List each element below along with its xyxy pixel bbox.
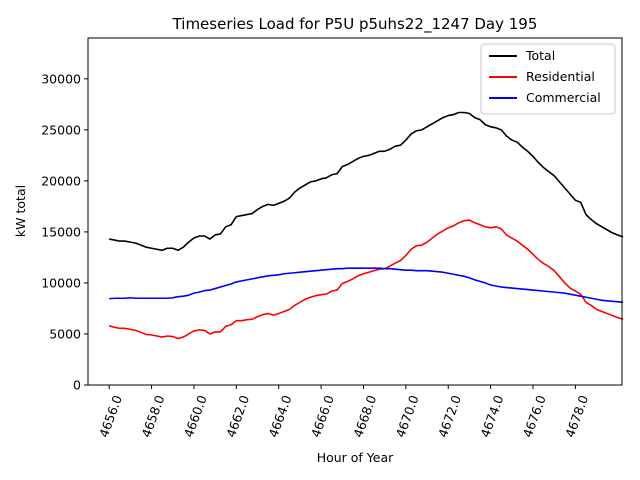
y-tick-label: 30000 [41,71,81,86]
y-tick-label: 15000 [41,224,81,239]
x-tick-label: 4656.0 [96,393,125,439]
x-tick-label: 4664.0 [265,393,294,439]
x-tick-label: 4668.0 [350,393,379,439]
series-line-residential [108,219,624,340]
y-tick-label: 0 [73,378,81,393]
plot-frame [87,37,623,386]
y-tick-label: 10000 [41,275,81,290]
x-tick-label: 4662.0 [223,393,252,439]
x-tick-label: 4660.0 [181,393,210,439]
y-axis-label: kW total [13,185,28,237]
legend: Total Residential Commercial [480,43,616,115]
legend-label-total: Total [525,48,555,63]
y-axis-ticks: 0 5000 10000 15000 20000 25000 30000 [41,71,88,393]
chart-title: Timeseries Load for P5U p5uhs22_1247 Day… [172,15,538,34]
x-axis-label: Hour of Year [317,450,394,465]
x-tick-label: 4674.0 [477,393,506,439]
series-line-commercial [109,267,624,304]
x-tick-label: 4658.0 [138,393,167,439]
y-tick-label: 5000 [49,326,81,341]
y-tick-label: 25000 [41,122,81,137]
legend-label-commercial: Commercial [526,90,601,105]
x-tick-label: 4670.0 [393,393,422,439]
x-axis-ticks: 4656.0 4658.0 4660.0 4662.0 4664.0 4666.0 4668… [96,385,591,439]
series-layer [108,111,624,340]
series-line-total [109,111,624,252]
legend-label-residential: Residential [526,69,595,84]
legend-box [480,43,616,115]
x-tick-label: 4672.0 [435,393,464,439]
x-tick-label: 4666.0 [308,393,337,439]
y-tick-label: 20000 [41,173,81,188]
x-tick-label: 4676.0 [520,393,549,439]
x-tick-label: 4678.0 [562,393,591,439]
